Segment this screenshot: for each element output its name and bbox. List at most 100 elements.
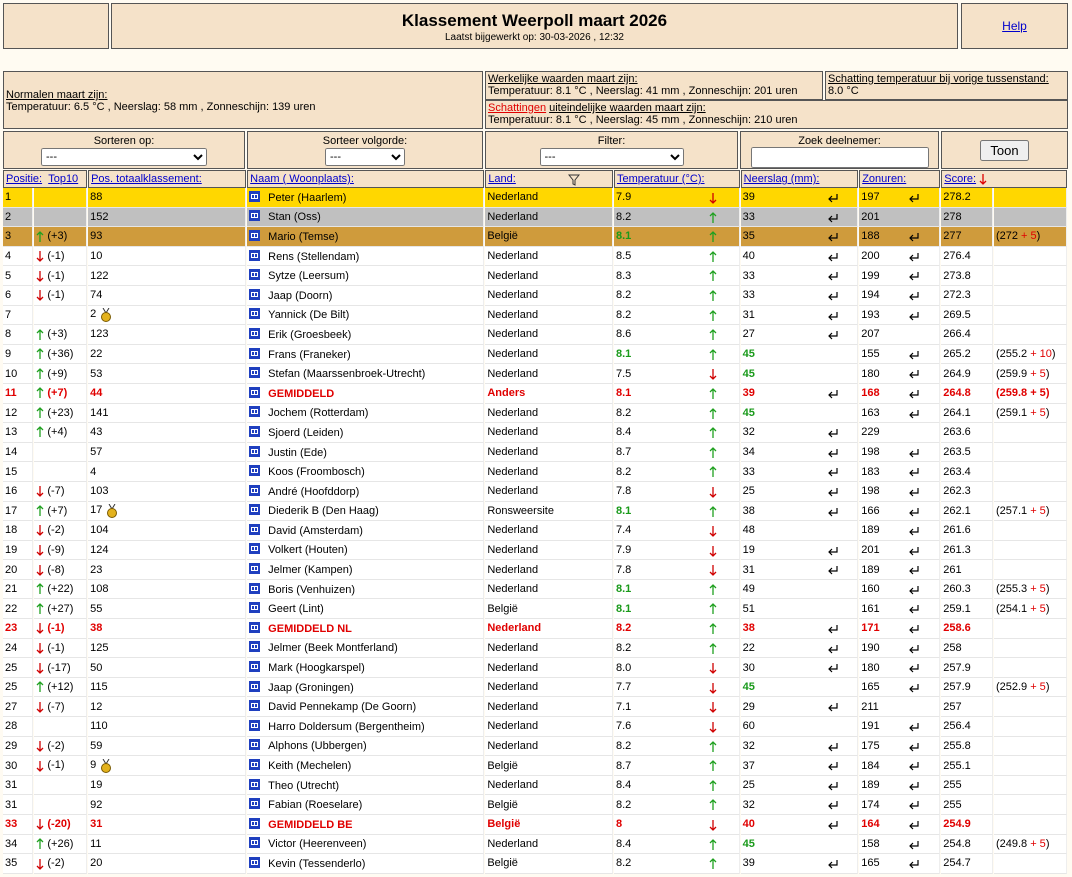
- total-cell: 122: [88, 266, 247, 286]
- sun-cell: 189: [859, 775, 941, 796]
- down-icon: [709, 486, 717, 498]
- ret-icon-shape: [909, 527, 919, 536]
- flag-icon-shape: [255, 527, 258, 531]
- ret-icon: [827, 252, 838, 262]
- down-icon-shape: [36, 251, 44, 263]
- ret-icon-shape: [909, 194, 919, 203]
- total-position: 55: [90, 602, 103, 615]
- flag-icon-shape: [252, 586, 255, 590]
- change-cell: (-9): [34, 540, 88, 561]
- filter-select[interactable]: ---: [539, 148, 684, 166]
- total-position: 110: [90, 720, 108, 733]
- country-cell: België: [485, 756, 613, 776]
- flag-icon-shape: [252, 508, 255, 512]
- extra-cell: [993, 285, 1067, 306]
- sun-cell: 189: [859, 521, 941, 541]
- total-cell: 124: [88, 540, 247, 561]
- filter-icon[interactable]: [567, 174, 580, 186]
- name-cell: GEMIDDELD NL: [247, 619, 485, 639]
- forecast-box: Schattingen uiteindelijke waarden maart z…: [485, 100, 1068, 129]
- position-link[interactable]: Positie:: [6, 173, 43, 185]
- temperature: 7.7: [616, 681, 632, 694]
- ranking-row: 28 110 Harro Doldersum (Bergentheim) Nederl…: [3, 717, 1067, 737]
- flag-icon-shape: [255, 469, 258, 473]
- position-change: (+12): [47, 681, 74, 694]
- flag-icon: [249, 582, 261, 594]
- up-icon-shape: [36, 328, 44, 340]
- name-cell: Erik (Groesbeek): [247, 325, 485, 345]
- temp-cell: 7.6: [614, 717, 740, 737]
- search-input[interactable]: [750, 147, 929, 168]
- close-paren: ): [1045, 681, 1050, 694]
- normals-text: Temperatuur: 6.5 °C , Neerslag: 58 mm , …: [6, 101, 316, 113]
- change-cell: (+4): [34, 423, 88, 443]
- score: 276.4: [943, 250, 971, 263]
- name-link[interactable]: Naam ( Woonplaats):: [250, 173, 354, 185]
- help-link[interactable]: Help: [1002, 19, 1027, 33]
- ret-icon: [909, 252, 919, 262]
- extra-cell: [993, 462, 1067, 482]
- country-cell: Nederland: [485, 560, 613, 580]
- ranking-row: 14 57 Justin (Ede) Nederland 8.7 34 198 263.5: [3, 442, 1067, 463]
- position-cell: 35: [3, 854, 34, 874]
- temp-link[interactable]: Temperatuur (°C):: [617, 173, 705, 185]
- country-cell: Nederland: [485, 364, 613, 384]
- total-link[interactable]: Pos. totaalklassement:: [91, 173, 202, 185]
- flag-icon-shape: [251, 232, 259, 238]
- participant-name: Jelmer (Kampen): [268, 564, 353, 577]
- score: 262.3: [943, 485, 971, 498]
- temperature: 7.8: [616, 563, 632, 576]
- flag-icon: [249, 445, 261, 457]
- total-cell: 44: [88, 383, 247, 404]
- flag-icon-shape: [251, 193, 259, 199]
- temperature: 8.1: [616, 583, 632, 596]
- country-cell: Nederland: [485, 442, 613, 463]
- show-button[interactable]: Toon: [980, 140, 1029, 161]
- bonus: + 5: [1030, 837, 1046, 850]
- rain-cell: 32: [740, 795, 859, 815]
- country-link[interactable]: Land:: [488, 173, 516, 185]
- up-icon: [709, 329, 717, 341]
- flag-icon-shape: [255, 782, 258, 786]
- score: 262.1: [943, 504, 971, 517]
- sun-link[interactable]: Zonuren:: [862, 173, 907, 185]
- flag-icon: [249, 229, 261, 241]
- extra-cell: (252.9 + 5): [993, 677, 1067, 698]
- ranking-row: 4 (-1) 10 Rens (Stellendam) Nederland 8.5 40 20…: [3, 246, 1067, 267]
- participant-name: Mark (Hoogkarspel): [268, 662, 365, 675]
- temperature: 7.4: [616, 524, 632, 537]
- flag-icon-shape: [255, 194, 258, 198]
- rain-cell: 37: [740, 756, 859, 776]
- top10-link[interactable]: Top10: [48, 173, 79, 185]
- close-paren: ): [1045, 504, 1050, 517]
- order-select[interactable]: ---: [325, 148, 405, 166]
- precipitation: 25: [742, 485, 755, 498]
- temp-cell: 8.7: [614, 442, 740, 463]
- down-icon-shape: [36, 486, 44, 498]
- total-cell: 88: [88, 188, 247, 208]
- score-cell: 277: [941, 227, 993, 247]
- sun-cell: 198: [859, 481, 941, 502]
- sun-hours: 160: [861, 583, 880, 596]
- country: Nederland: [487, 465, 539, 478]
- score-link[interactable]: Score:: [944, 173, 977, 185]
- sun-cell: 158: [859, 834, 941, 855]
- button-box: Toon: [941, 131, 1068, 169]
- sun-cell: 201: [859, 540, 941, 561]
- change-cell: (+3): [34, 325, 88, 345]
- rain-link[interactable]: Neerslag (mm):: [743, 173, 820, 185]
- position: 2: [5, 210, 12, 223]
- up-icon: [709, 740, 717, 752]
- bonus: + 5: [1030, 583, 1046, 596]
- country: Nederland: [487, 661, 539, 674]
- temperature: 7.6: [616, 720, 632, 733]
- filter-box: Filter: ---: [485, 131, 738, 169]
- forecast-link[interactable]: Schattingen: [488, 102, 547, 114]
- down-icon-shape: [709, 526, 717, 538]
- participant-name: Sjoerd (Leiden): [268, 426, 344, 439]
- flag-icon: [249, 641, 261, 653]
- total-cell: 108: [88, 579, 247, 600]
- position-change: (+26): [47, 837, 74, 850]
- sort-select[interactable]: ---: [41, 148, 207, 166]
- extra-cell: (255.2 + 10): [993, 344, 1067, 365]
